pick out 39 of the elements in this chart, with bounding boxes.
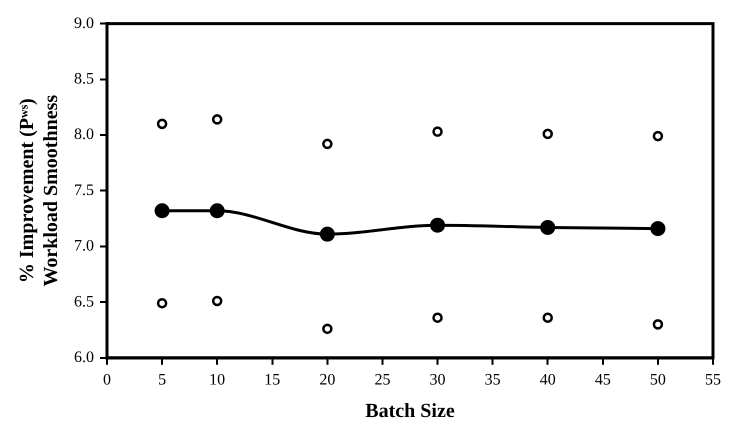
- point: [652, 319, 664, 330]
- x-tick-label: 5: [158, 372, 166, 389]
- x-axis-title: Batch Size: [365, 400, 455, 422]
- x-tick-label: 20: [319, 372, 336, 389]
- y-tick-label: 8.5: [74, 70, 94, 88]
- y-tick-label: 6.0: [74, 349, 94, 366]
- point: [320, 226, 335, 242]
- point: [650, 221, 666, 236]
- x-tick-label: 50: [650, 372, 666, 389]
- point: [432, 126, 443, 137]
- point: [156, 118, 168, 130]
- point: [322, 138, 333, 150]
- y-tick-label: 9.0: [74, 14, 94, 32]
- x-tick-label: 30: [430, 372, 446, 389]
- y-axis-title: % Improvement (Pʷˢ) Workload Smoothness: [16, 94, 62, 287]
- point: [652, 130, 664, 142]
- y-tick-label: 7.5: [74, 182, 94, 199]
- point: [212, 296, 222, 306]
- x-tick-label: 35: [484, 372, 501, 389]
- point: [430, 218, 446, 233]
- x-tick-label: 0: [103, 372, 111, 389]
- point: [542, 312, 553, 323]
- point: [154, 203, 170, 218]
- x-tick-label: 25: [374, 372, 390, 389]
- x-tick-label: 55: [705, 372, 721, 389]
- point: [322, 324, 333, 334]
- y-tick-label: 6.5: [74, 293, 94, 310]
- point: [212, 114, 222, 125]
- point: [540, 220, 556, 235]
- point: [210, 203, 225, 218]
- x-tick-label: 10: [209, 372, 226, 389]
- y-tick-label: 8.0: [74, 126, 94, 144]
- y-tick-label: 7.0: [74, 238, 94, 255]
- x-tick-label: 45: [594, 372, 611, 389]
- point: [432, 312, 443, 323]
- x-tick-label: 15: [264, 372, 280, 389]
- point: [156, 298, 168, 308]
- x-tick-label: 40: [540, 372, 556, 389]
- point: [542, 128, 553, 140]
